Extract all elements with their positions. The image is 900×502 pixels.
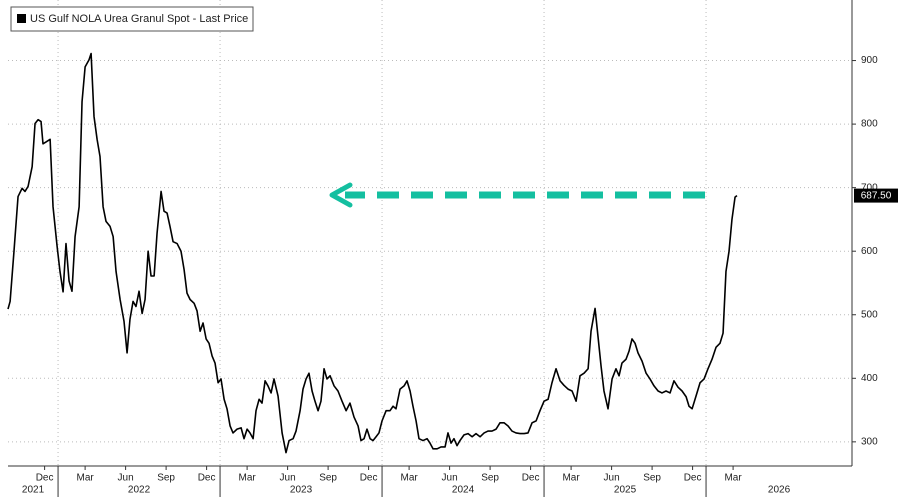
legend-label: US Gulf NOLA Urea Granul Spot - Last Pri… — [30, 13, 248, 25]
x-tick-label: Sep — [481, 473, 499, 484]
legend: US Gulf NOLA Urea Granul Spot - Last Pri… — [10, 6, 254, 32]
legend-swatch — [17, 14, 26, 23]
x-tick-label: Sep — [319, 473, 337, 484]
year-label: 2026 — [768, 485, 791, 496]
series-line — [7, 52, 738, 454]
x-tick-label: Mar — [724, 473, 742, 484]
x-tick-label: Sep — [643, 473, 661, 484]
x-tick-label: Dec — [684, 473, 702, 484]
year-label: 2024 — [452, 485, 475, 496]
y-tick-label: 400 — [861, 373, 878, 384]
last-price-box — [854, 188, 898, 203]
year-label: 2023 — [290, 485, 313, 496]
x-tick-label: Mar — [76, 473, 94, 484]
y-tick-label: 1000 — [861, 0, 884, 3]
y-tick-label: 500 — [861, 309, 878, 320]
x-tick-label: Dec — [522, 473, 540, 484]
y-tick-label: 700 — [861, 182, 878, 193]
year-label: 2021 — [22, 485, 45, 496]
x-tick-label: Sep — [157, 473, 175, 484]
x-tick-label: Mar — [238, 473, 256, 484]
x-tick-label: Dec — [360, 473, 378, 484]
x-tick-label: Jun — [118, 473, 134, 484]
x-tick-label: Mar — [400, 473, 418, 484]
y-tick-label: 300 — [861, 436, 878, 447]
arrow-annotation — [329, 182, 705, 208]
x-tick-label: Mar — [562, 473, 580, 484]
axes-layer: 300 400 500 600 700 800 900 1000 Dec Mar Jun Sep Dec… — [8, 0, 898, 497]
plot-layer — [7, 52, 738, 454]
last-price-label: 687.50 — [861, 191, 892, 202]
x-tick-label: Jun — [604, 473, 620, 484]
year-label: 2025 — [614, 485, 637, 496]
x-tick-label: Dec — [36, 473, 54, 484]
y-tick-label: 600 — [861, 246, 878, 257]
arrow-head — [329, 182, 353, 208]
x-tick-label: Dec — [198, 473, 216, 484]
y-tick-label: 900 — [861, 55, 878, 66]
legend-box — [10, 6, 254, 32]
x-tick-label: Jun — [280, 473, 296, 484]
y-tick-label: 800 — [861, 119, 878, 130]
x-tick-label: Jun — [442, 473, 458, 484]
year-label: 2022 — [128, 485, 151, 496]
